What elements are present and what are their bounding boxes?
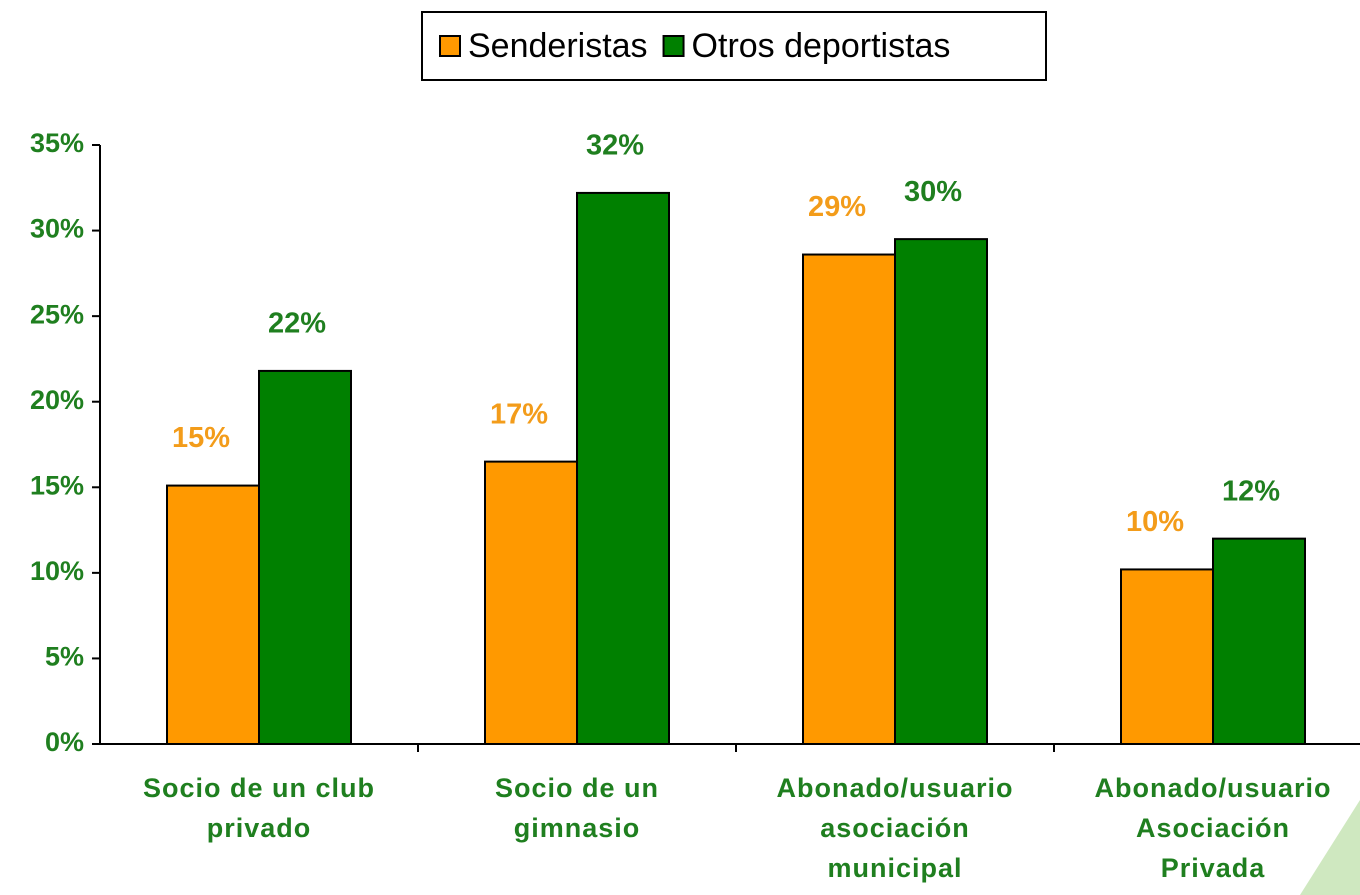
data-label: 30% xyxy=(904,176,962,208)
data-label: 12% xyxy=(1222,475,1280,507)
y-tick-label: 5% xyxy=(45,642,84,672)
x-tick-label: Socio de un gimnasio xyxy=(494,773,659,843)
data-label: 10% xyxy=(1126,506,1184,538)
y-tick-label: 35% xyxy=(30,128,84,158)
legend-box xyxy=(421,11,1047,81)
legend-swatch xyxy=(662,35,685,57)
bar xyxy=(166,484,260,745)
data-label: 32% xyxy=(586,130,644,162)
data-label: 22% xyxy=(268,308,326,340)
decoration xyxy=(1300,800,1360,895)
data-label: 17% xyxy=(490,398,548,430)
legend-label: Senderistas xyxy=(468,27,648,65)
x-tick-label: Socio de un club privado xyxy=(142,773,375,843)
bar xyxy=(1212,537,1306,746)
bar xyxy=(484,460,578,745)
legend-label: Otros deportistas xyxy=(692,27,951,65)
bar xyxy=(258,369,352,745)
bar xyxy=(802,253,896,745)
data-label: 15% xyxy=(172,422,230,454)
y-tick-label: 25% xyxy=(30,299,84,329)
data-label: 29% xyxy=(808,191,866,223)
bar xyxy=(1120,568,1214,745)
bar xyxy=(576,191,670,746)
x-tick-label: Abonado/usuario asociación municipal xyxy=(776,773,1014,883)
bar xyxy=(894,238,988,745)
y-tick-label: 20% xyxy=(30,385,84,415)
y-tick-label: 10% xyxy=(30,556,84,586)
y-tick-label: 30% xyxy=(30,214,84,244)
y-tick-label: 15% xyxy=(30,470,84,500)
x-tick-label: Abonado/usuario Asociación Privada xyxy=(1094,773,1332,883)
legend-swatch xyxy=(439,35,461,57)
y-tick-label: 0% xyxy=(45,727,84,757)
